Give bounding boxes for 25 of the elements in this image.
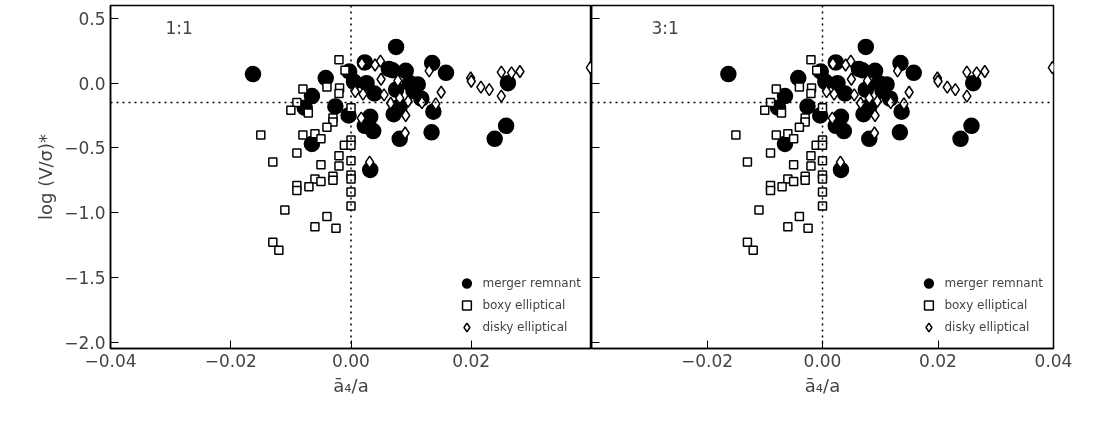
annotation: 3:1 xyxy=(651,17,679,38)
y-tick-label: 0.0 xyxy=(78,73,106,94)
y-tick-label: −1.5 xyxy=(64,267,106,288)
x-tick-label: 0.04 xyxy=(1034,350,1073,371)
x-tick-label: −0.02 xyxy=(204,350,257,371)
x-tick-label: 0.00 xyxy=(332,350,370,371)
x-tick-label: 0.02 xyxy=(919,350,957,371)
y-tick-label: −2.0 xyxy=(64,332,106,353)
legend-label: boxy elliptical xyxy=(482,298,566,312)
x-axis-title: ā₄/a xyxy=(804,374,841,396)
legend-label: merger remnant xyxy=(482,276,581,290)
legend-label: boxy elliptical xyxy=(944,298,1028,312)
annotation: 1:1 xyxy=(165,17,193,38)
x-axis-title: ā₄/a xyxy=(333,374,369,396)
y-tick-label: −1.0 xyxy=(64,203,106,224)
x-tick-label: −0.02 xyxy=(680,350,734,371)
x-tick-label: −0.04 xyxy=(84,350,137,371)
x-tick-label: 0.02 xyxy=(452,350,491,371)
legend-label: merger remnant xyxy=(944,276,1043,290)
legend-label: disky elliptical xyxy=(482,320,568,334)
y-tick-label: −0.5 xyxy=(64,138,106,159)
x-tick-label: 0.00 xyxy=(803,350,842,371)
y-tick-label: 0.5 xyxy=(78,8,106,29)
y-axis-title: log (V/σ)* xyxy=(35,134,57,220)
legend-label: disky elliptical xyxy=(944,320,1030,334)
